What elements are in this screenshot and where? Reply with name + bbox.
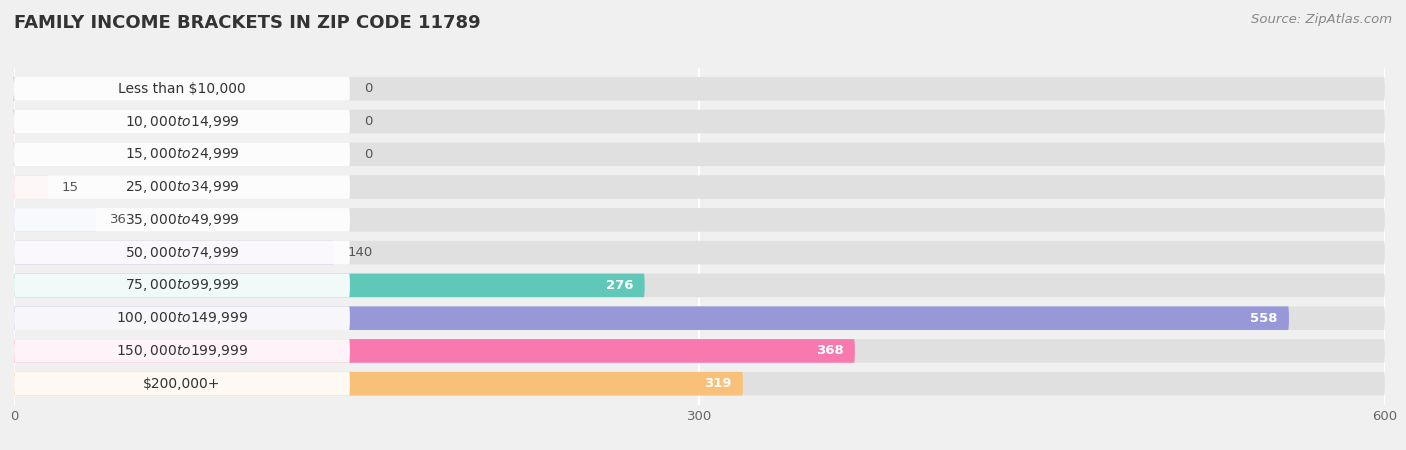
FancyBboxPatch shape — [14, 208, 350, 232]
FancyBboxPatch shape — [14, 176, 48, 199]
Text: $15,000 to $24,999: $15,000 to $24,999 — [125, 146, 239, 162]
Text: 140: 140 — [347, 246, 373, 259]
Text: $75,000 to $99,999: $75,000 to $99,999 — [125, 277, 239, 293]
Text: Less than $10,000: Less than $10,000 — [118, 82, 246, 96]
FancyBboxPatch shape — [14, 274, 350, 297]
Text: $50,000 to $74,999: $50,000 to $74,999 — [125, 245, 239, 261]
FancyBboxPatch shape — [14, 77, 1385, 101]
FancyBboxPatch shape — [14, 241, 1385, 265]
FancyBboxPatch shape — [14, 306, 1289, 330]
FancyBboxPatch shape — [14, 143, 350, 166]
Text: $25,000 to $34,999: $25,000 to $34,999 — [125, 179, 239, 195]
FancyBboxPatch shape — [14, 274, 645, 297]
Text: 0: 0 — [364, 148, 373, 161]
FancyBboxPatch shape — [14, 339, 855, 363]
FancyBboxPatch shape — [13, 110, 15, 133]
FancyBboxPatch shape — [13, 143, 15, 166]
FancyBboxPatch shape — [14, 306, 350, 330]
Text: $10,000 to $14,999: $10,000 to $14,999 — [125, 113, 239, 130]
FancyBboxPatch shape — [14, 143, 1385, 166]
Text: 36: 36 — [110, 213, 127, 226]
Text: $35,000 to $49,999: $35,000 to $49,999 — [125, 212, 239, 228]
FancyBboxPatch shape — [14, 176, 350, 199]
Text: 319: 319 — [704, 377, 731, 390]
FancyBboxPatch shape — [14, 372, 742, 396]
FancyBboxPatch shape — [14, 339, 350, 363]
FancyBboxPatch shape — [14, 306, 1385, 330]
Text: $200,000+: $200,000+ — [143, 377, 221, 391]
Text: 368: 368 — [815, 344, 844, 357]
Text: 276: 276 — [606, 279, 633, 292]
FancyBboxPatch shape — [14, 110, 350, 133]
Text: 0: 0 — [364, 82, 373, 95]
Text: 15: 15 — [62, 180, 79, 194]
FancyBboxPatch shape — [14, 208, 96, 232]
FancyBboxPatch shape — [14, 110, 1385, 133]
Text: FAMILY INCOME BRACKETS IN ZIP CODE 11789: FAMILY INCOME BRACKETS IN ZIP CODE 11789 — [14, 14, 481, 32]
FancyBboxPatch shape — [14, 372, 1385, 396]
FancyBboxPatch shape — [14, 274, 1385, 297]
FancyBboxPatch shape — [14, 241, 335, 265]
FancyBboxPatch shape — [14, 176, 1385, 199]
FancyBboxPatch shape — [14, 241, 350, 265]
Text: Source: ZipAtlas.com: Source: ZipAtlas.com — [1251, 14, 1392, 27]
FancyBboxPatch shape — [14, 339, 1385, 363]
Text: 558: 558 — [1250, 312, 1278, 324]
FancyBboxPatch shape — [14, 77, 350, 101]
FancyBboxPatch shape — [14, 372, 350, 396]
FancyBboxPatch shape — [13, 77, 15, 101]
Text: 0: 0 — [364, 115, 373, 128]
Text: $100,000 to $149,999: $100,000 to $149,999 — [115, 310, 249, 326]
FancyBboxPatch shape — [14, 208, 1385, 232]
Text: $150,000 to $199,999: $150,000 to $199,999 — [115, 343, 249, 359]
